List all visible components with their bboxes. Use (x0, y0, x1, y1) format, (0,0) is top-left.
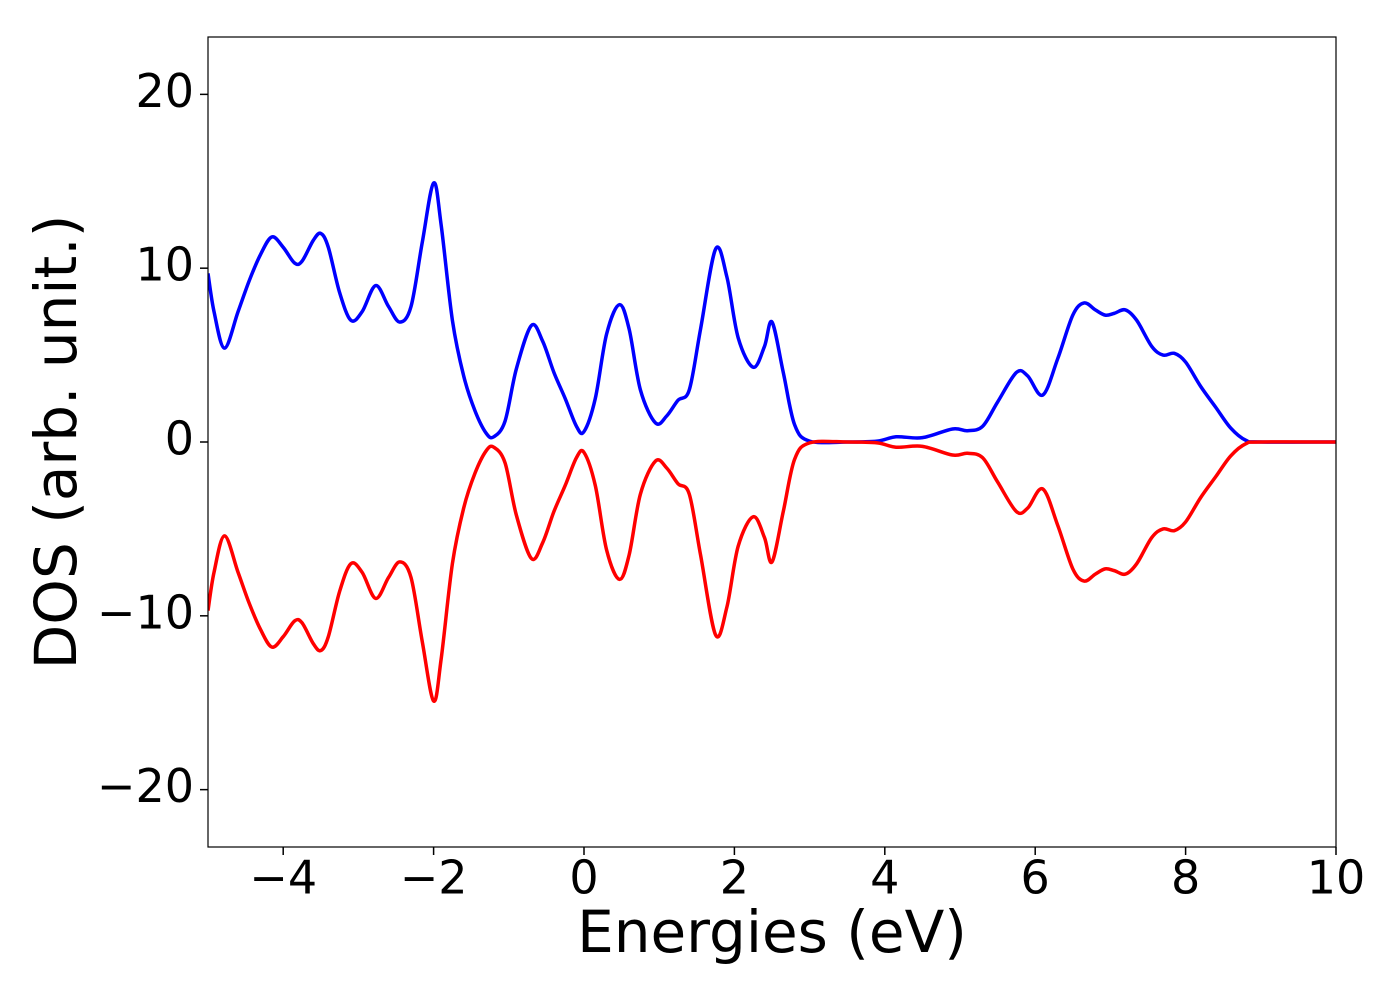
x-tick-label: 0 (569, 851, 598, 905)
x-tick-label: 8 (1171, 851, 1200, 905)
data-line (208, 439, 1336, 703)
y-tick-label: 20 (135, 64, 194, 118)
x-tick-label: 4 (870, 851, 899, 905)
y-tick-label: −10 (97, 585, 194, 639)
x-tick-label: 10 (1307, 851, 1366, 905)
x-tick-label: −2 (400, 851, 468, 905)
y-tick-label: 10 (135, 238, 194, 292)
x-tick-label: 2 (720, 851, 749, 905)
plot-frame (207, 36, 1337, 848)
x-tick-label: −4 (249, 851, 317, 905)
y-tick-label: 0 (165, 412, 194, 466)
y-tick-label: −20 (97, 759, 194, 813)
data-line (208, 181, 1336, 445)
x-axis-label: Energies (eV) (577, 898, 967, 966)
x-tick-label: 6 (1021, 851, 1050, 905)
y-axis-label: DOS (arb. unit.) (22, 215, 90, 670)
